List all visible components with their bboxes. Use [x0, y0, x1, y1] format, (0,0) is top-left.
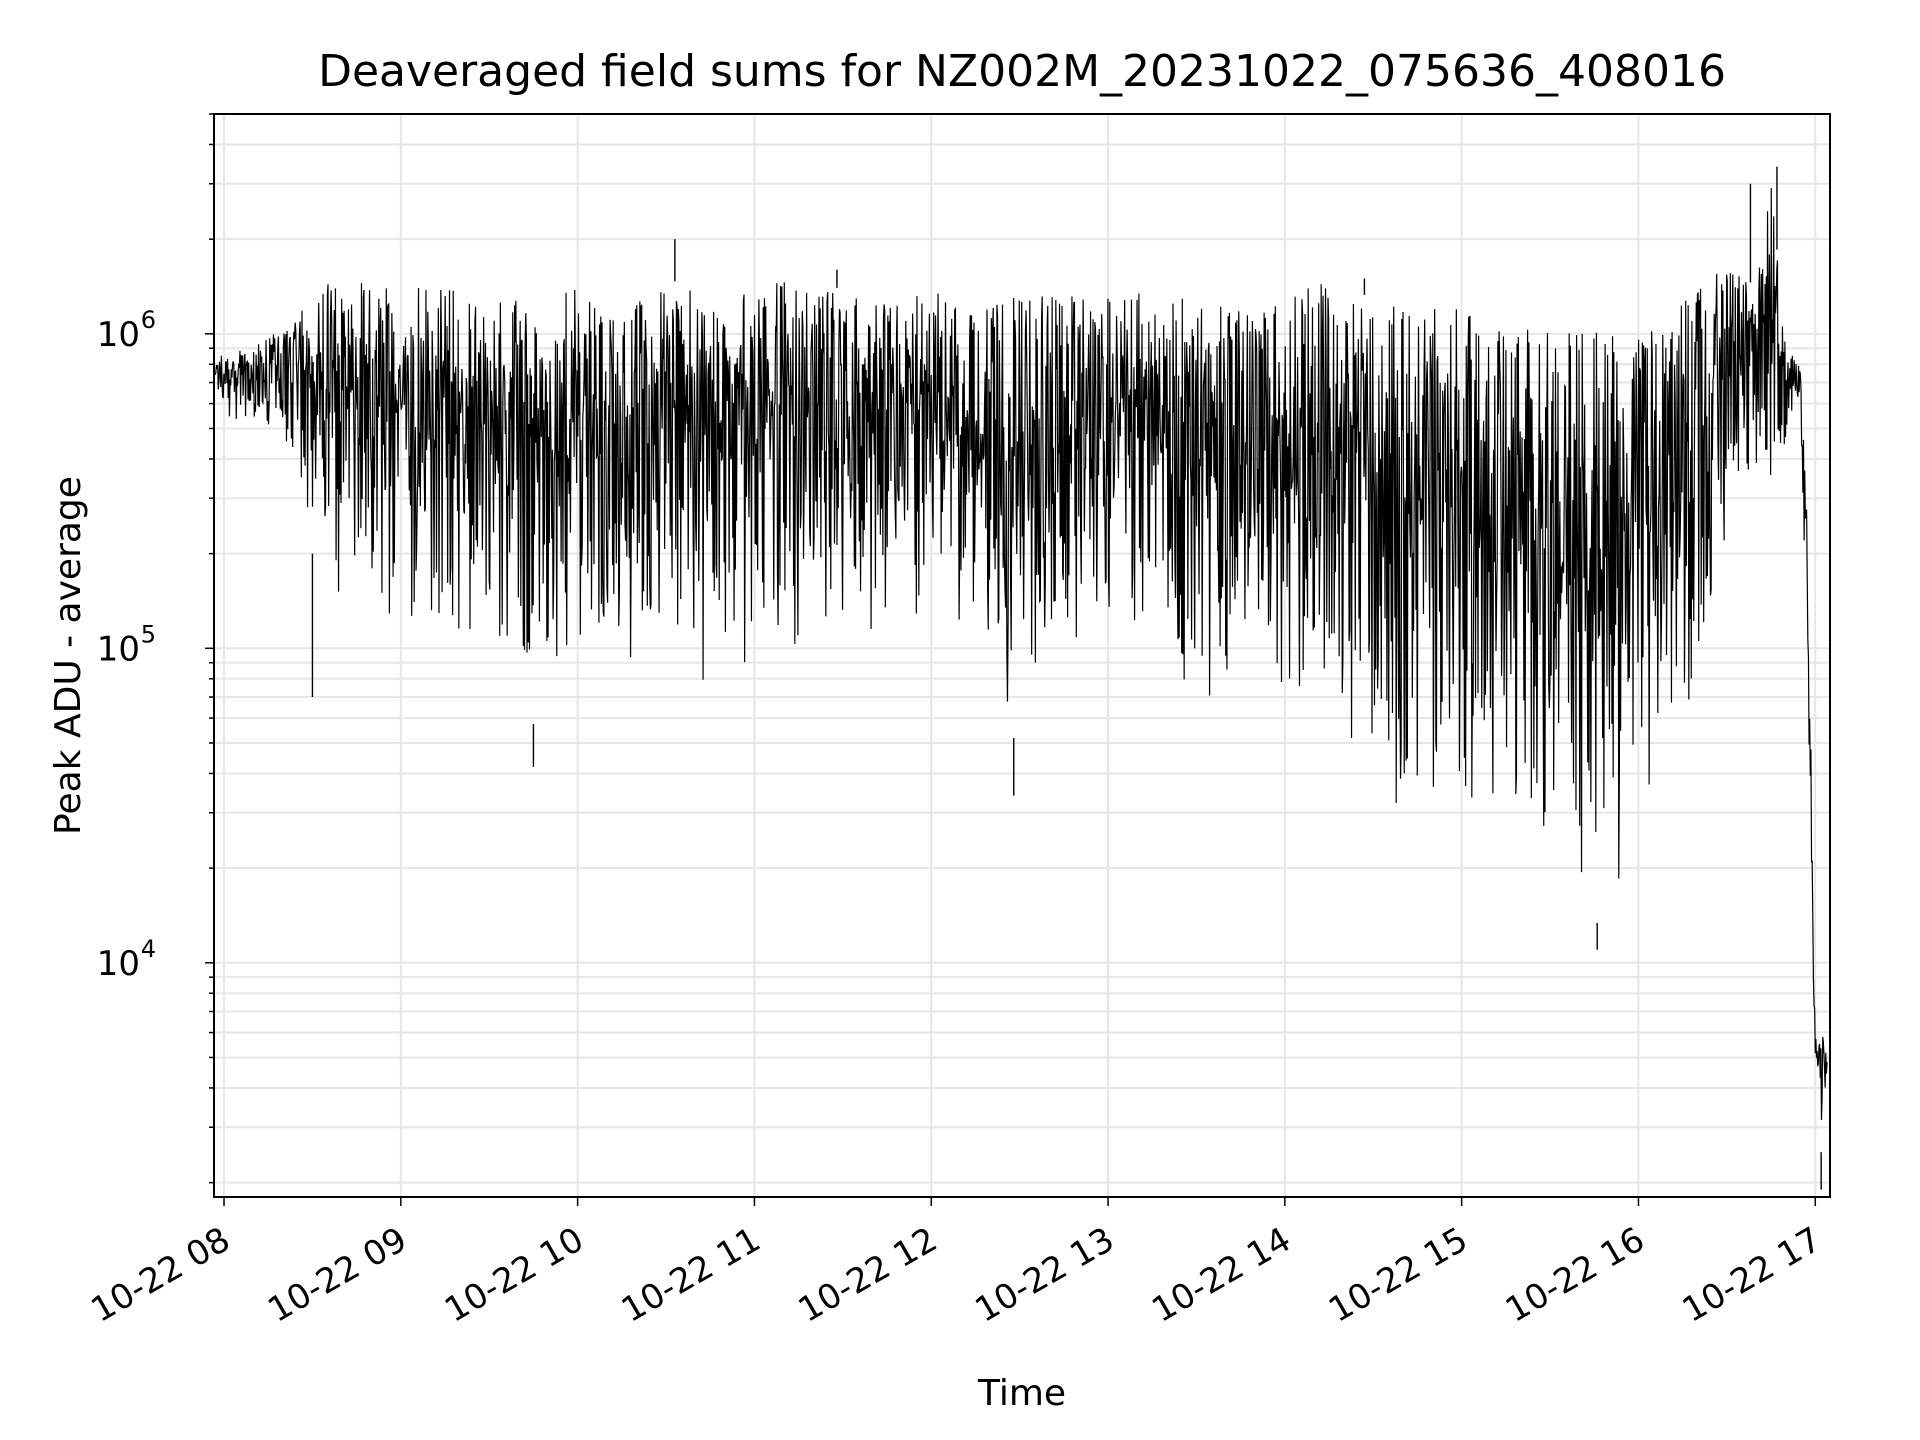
y-tick-exponent: 4 [141, 935, 156, 963]
y-tick-label: 10 [97, 315, 140, 355]
y-tick-base: 10 [97, 944, 140, 984]
chart-title: Deaveraged field sums for NZ002M_2023102… [318, 46, 1726, 97]
y-tick-exponent: 5 [141, 620, 156, 648]
plot-area [214, 166, 1828, 1190]
plot-frame [213, 113, 1831, 1198]
x-axis-label: Time [977, 1373, 1066, 1414]
y-tick-base: 10 [97, 629, 140, 669]
y-axis-label: Peak ADU - average [48, 476, 89, 835]
y-tick-exponent: 6 [141, 306, 156, 334]
y-tick-base: 10 [97, 315, 140, 355]
y-tick-label: 10 [97, 944, 140, 984]
y-tick-label: 10 [97, 629, 140, 669]
series-line [214, 188, 1828, 1121]
